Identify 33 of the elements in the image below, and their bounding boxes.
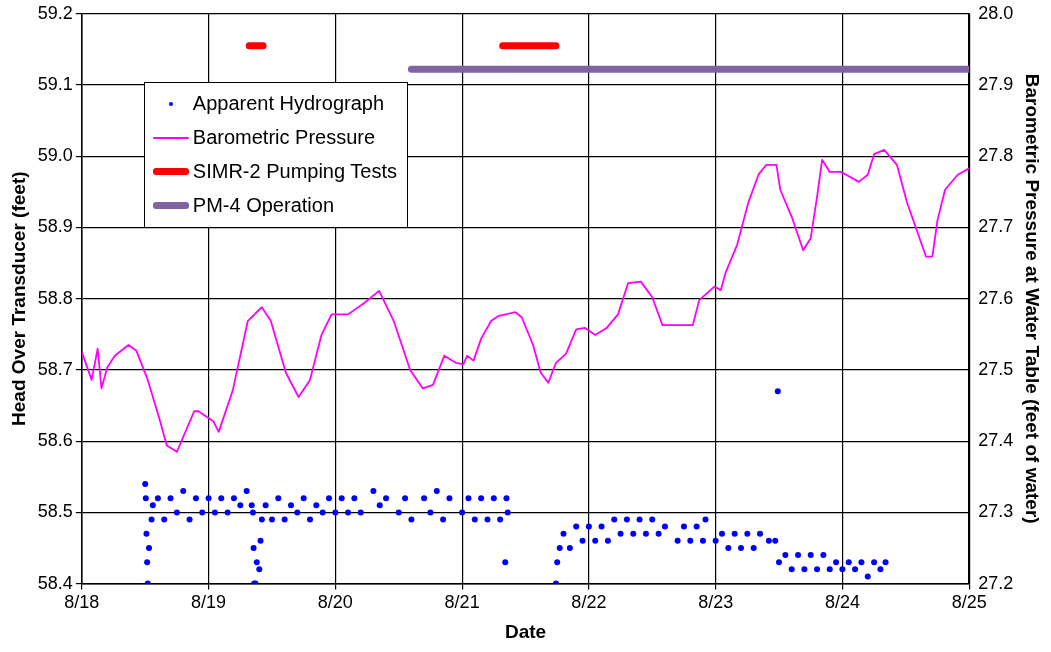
y2-tick-label: 27.6 [978,287,1014,308]
y-tick-label: 58.5 [37,501,73,522]
x-tick-label: 8/24 [824,592,860,613]
x-tick-label: 8/19 [191,592,227,613]
y2-tick-label: 28.0 [978,2,1014,23]
x-tick-label: 8/25 [951,592,987,613]
y-tick-label: 58.6 [37,430,73,451]
y2-tick-label: 27.7 [978,216,1014,237]
x-tick-label: 8/21 [444,592,480,613]
x-tick-label: 8/22 [571,592,607,613]
y2-axis-title: Barometric Pressure at Water Table (feet of water) [1022,73,1044,524]
y-axis-title: Head Over Transducer (feet) [7,171,29,426]
y2-tick-label: 27.8 [978,145,1014,166]
legend-label: Barometric Pressure [192,126,376,150]
y2-tick-label: 27.4 [978,430,1014,451]
legend-label: SIMR-2 Pumping Tests [192,160,397,184]
legend-label: Apparent Hydrograph [192,92,385,116]
x-tick-label: 8/18 [64,592,100,613]
y-tick-label: 59.1 [37,73,73,94]
y2-tick-label: 27.2 [978,572,1014,593]
x-axis-title: Date [504,620,547,642]
y-tick-label: 58.4 [37,572,73,593]
y2-tick-label: 27.9 [978,73,1014,94]
y-tick-label: 58.8 [37,287,73,308]
x-tick-label: 8/23 [698,592,734,613]
y2-tick-label: 27.5 [978,358,1014,379]
x-tick-label: 8/20 [317,592,353,613]
y-tick-label: 58.9 [37,216,73,237]
y-tick-label: 59.0 [37,145,73,166]
y-tick-label: 59.2 [37,2,73,23]
y-tick-label: 58.7 [37,358,73,379]
y2-tick-label: 27.3 [978,501,1014,522]
legend-label: PM-4 Operation [192,194,334,218]
